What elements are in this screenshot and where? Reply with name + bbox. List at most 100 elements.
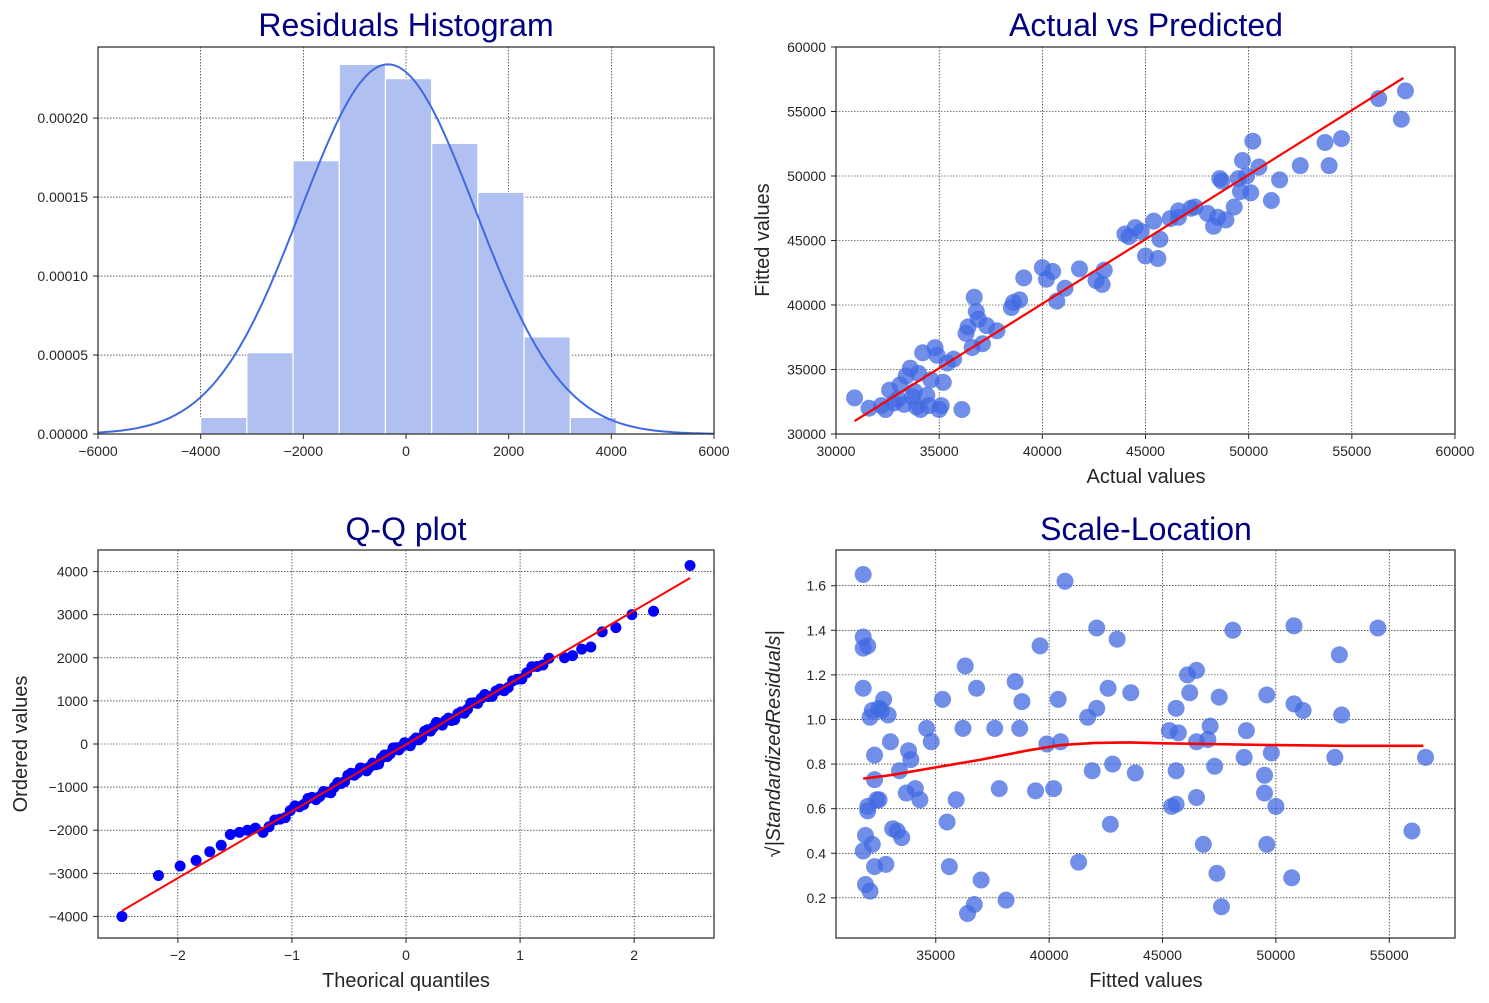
data-point bbox=[854, 566, 872, 584]
x-axis-label-actual-vs-predicted: Actual values bbox=[1087, 466, 1206, 488]
x-tick-label: 55000 bbox=[1332, 443, 1371, 459]
y-tick-label: −4000 bbox=[49, 908, 89, 924]
data-point bbox=[954, 719, 972, 737]
chart-title-actual-vs-predicted: Actual vs Predicted bbox=[1009, 7, 1283, 43]
y-tick-label: 35000 bbox=[787, 362, 826, 378]
data-point bbox=[1403, 822, 1421, 840]
x-tick-label: 35000 bbox=[916, 947, 955, 963]
data-point bbox=[956, 657, 974, 675]
y-tick-label: 1.2 bbox=[807, 667, 827, 683]
data-point bbox=[934, 373, 952, 391]
data-point bbox=[543, 652, 555, 664]
data-point bbox=[1011, 291, 1029, 309]
x-tick-label: −1 bbox=[284, 947, 300, 963]
data-point bbox=[1006, 673, 1024, 691]
data-point bbox=[1167, 699, 1185, 717]
y-tick-label: 1.6 bbox=[807, 578, 827, 594]
plot-area-scale-location: 35000 40000 45000 50000 55000 0.2 0.4 0.6 0.8 1.0… bbox=[807, 549, 1456, 963]
data-point bbox=[1316, 133, 1334, 151]
y-tick-label: 3000 bbox=[57, 607, 88, 623]
data-point bbox=[1212, 898, 1230, 916]
plot-area-histogram: −6000 −4000 −2000 0 2000 4000 6000 0.00000 0.000… bbox=[37, 46, 730, 459]
chart-title-qq: Q-Q plot bbox=[346, 511, 467, 547]
data-point bbox=[866, 771, 884, 789]
data-point bbox=[866, 746, 884, 764]
chart-title-scale-location: Scale-Location bbox=[1040, 511, 1252, 547]
data-point bbox=[1070, 853, 1088, 871]
data-point bbox=[940, 858, 958, 876]
x-tick-label: 45000 bbox=[1126, 443, 1165, 459]
data-point bbox=[1206, 757, 1224, 775]
data-point bbox=[877, 855, 895, 873]
histogram-bar bbox=[200, 416, 248, 435]
x-tick-label: 0 bbox=[402, 947, 410, 963]
x-axis-label-scale-location: Fitted values bbox=[1089, 970, 1202, 992]
data-point bbox=[1169, 724, 1187, 742]
y-axis-label-scale-location: √|StandardizedResiduals| bbox=[763, 630, 785, 857]
data-point bbox=[1132, 222, 1150, 240]
y-tick-label: 0.2 bbox=[807, 890, 827, 906]
data-point bbox=[1294, 702, 1312, 720]
histogram-bar bbox=[384, 77, 433, 435]
data-point bbox=[585, 641, 597, 653]
y-tick-label: 0.4 bbox=[807, 845, 827, 861]
data-point bbox=[1151, 230, 1169, 248]
data-point bbox=[932, 397, 950, 415]
data-point bbox=[922, 733, 940, 751]
y-tick-label: 1.4 bbox=[807, 622, 827, 638]
data-point bbox=[1326, 748, 1344, 766]
histogram-bar bbox=[292, 160, 340, 435]
data-point bbox=[953, 400, 971, 418]
data-point bbox=[1291, 157, 1309, 175]
y-axis-label-qq: Ordered values bbox=[10, 676, 32, 813]
data-point bbox=[972, 871, 990, 889]
x-tick-label: −4000 bbox=[181, 443, 221, 459]
data-point bbox=[190, 854, 202, 866]
data-point bbox=[1244, 132, 1262, 150]
data-point bbox=[965, 896, 983, 914]
data-point bbox=[1188, 661, 1206, 679]
data-point bbox=[859, 637, 877, 655]
data-point bbox=[1051, 733, 1069, 751]
y-tick-label: 0.00015 bbox=[37, 189, 88, 205]
data-point bbox=[1011, 719, 1029, 737]
data-point bbox=[911, 791, 929, 809]
data-point bbox=[1049, 690, 1067, 708]
data-point bbox=[1370, 90, 1388, 108]
data-point bbox=[1099, 679, 1117, 697]
y-tick-label: 55000 bbox=[787, 104, 826, 120]
data-point bbox=[1333, 706, 1351, 724]
y-tick-label: −1000 bbox=[49, 779, 89, 795]
y-tick-label: 0.6 bbox=[807, 801, 827, 817]
data-point bbox=[626, 609, 638, 621]
data-point bbox=[1256, 784, 1274, 802]
data-point bbox=[152, 869, 164, 881]
data-point bbox=[215, 839, 227, 851]
plot-area-qq: −2 −1 0 1 2 −4000 −3000 −2000 −1000 0 1000 2000 3000… bbox=[49, 549, 715, 963]
data-point bbox=[879, 706, 897, 724]
histogram-bar bbox=[477, 191, 525, 435]
plot-frame bbox=[835, 549, 1456, 939]
y-tick-label: 0.00010 bbox=[37, 268, 88, 284]
chart-scale-location: Scale-Location Fitted values √|Standardi… bbox=[763, 511, 1456, 992]
data-point bbox=[1194, 835, 1212, 853]
data-point bbox=[846, 389, 864, 407]
data-point bbox=[854, 679, 872, 697]
histogram-bar bbox=[246, 352, 294, 435]
data-point bbox=[965, 288, 983, 306]
x-tick-label: 60000 bbox=[1436, 443, 1475, 459]
data-point bbox=[1233, 152, 1251, 170]
x-tick-label: −6000 bbox=[78, 443, 118, 459]
data-point bbox=[997, 891, 1015, 909]
data-point bbox=[1104, 755, 1122, 773]
data-point bbox=[1013, 693, 1031, 711]
y-tick-label: 45000 bbox=[787, 233, 826, 249]
data-point bbox=[1149, 250, 1167, 268]
data-point bbox=[610, 622, 622, 634]
data-point bbox=[1262, 192, 1280, 210]
y-axis-label-actual-vs-predicted: Fitted values bbox=[752, 183, 774, 296]
data-point bbox=[1210, 688, 1228, 706]
x-tick-label: −2000 bbox=[284, 443, 324, 459]
data-point bbox=[1392, 110, 1410, 128]
